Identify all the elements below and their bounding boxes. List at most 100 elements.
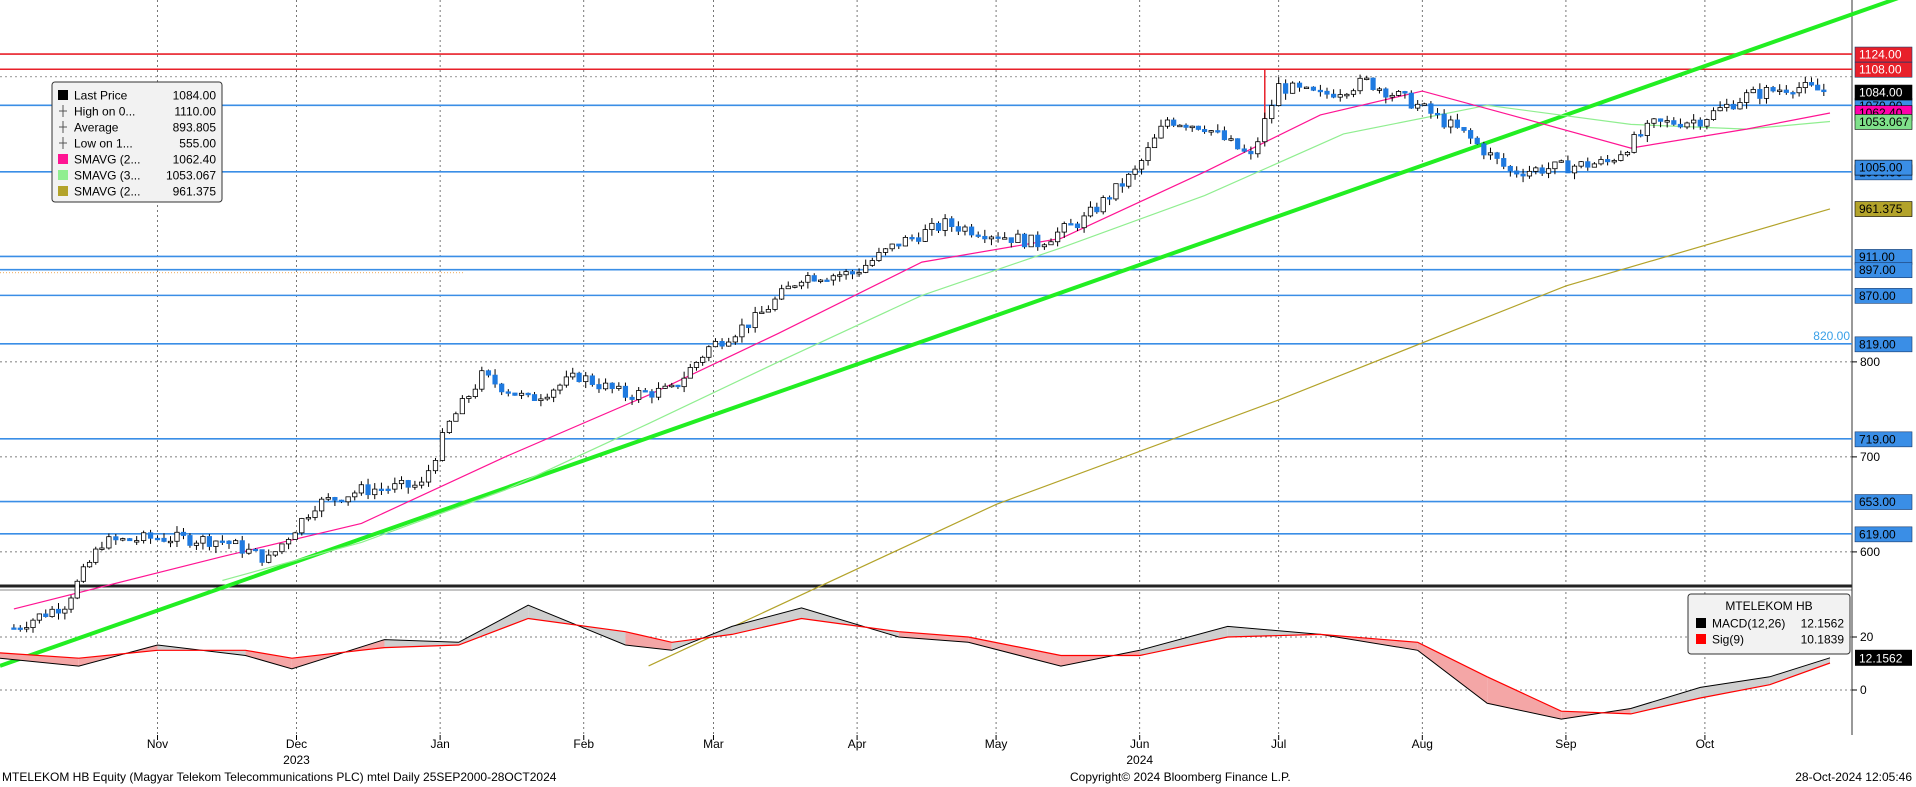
candle-body	[459, 398, 465, 415]
candle-body	[1106, 197, 1113, 200]
candle-body	[1310, 86, 1317, 91]
candle-body	[995, 236, 1001, 239]
value-tag-label: 1084.00	[1859, 86, 1903, 100]
candle-body	[916, 237, 922, 242]
sma-mid	[222, 104, 1831, 581]
candle-body	[551, 389, 557, 398]
x-tick-label: Jul	[1271, 737, 1286, 751]
candle-body	[193, 542, 200, 546]
candle-body	[219, 540, 225, 543]
legend-value: 1084.00	[173, 89, 217, 103]
candle-body	[259, 549, 265, 563]
candle-body	[739, 324, 745, 338]
value-tag-label: 653.00	[1859, 495, 1896, 509]
value-tag	[1854, 114, 1913, 130]
candle-body	[1821, 89, 1827, 93]
candle-body	[505, 391, 511, 394]
candle-body	[358, 484, 364, 494]
candle-body	[512, 392, 518, 396]
y-tick-label: 600	[1860, 545, 1880, 559]
value-tag	[1854, 526, 1913, 543]
candle-body	[292, 532, 298, 540]
candle-body	[1151, 137, 1158, 149]
candle-body	[1324, 90, 1330, 95]
candle-body	[1195, 125, 1201, 130]
candle-body	[1631, 134, 1637, 153]
candle-body	[596, 384, 602, 390]
candle-body	[655, 387, 662, 398]
candle-body	[869, 260, 875, 266]
candle-body	[1514, 170, 1520, 175]
value-tag-label: 911.00	[1859, 250, 1895, 264]
candle-body	[818, 279, 824, 282]
candle-body	[1638, 134, 1644, 137]
candle-body	[1501, 158, 1507, 167]
candle-body	[62, 608, 68, 614]
x-tick-label: May	[985, 737, 1008, 751]
value-tag-label: 1005.00	[1859, 161, 1903, 175]
candle-body	[1494, 152, 1500, 159]
candle-body	[233, 540, 239, 545]
candle-body	[779, 288, 785, 300]
candle-body	[1757, 89, 1763, 99]
candle-body	[675, 384, 681, 388]
value-tag	[1854, 288, 1913, 304]
candle-body	[392, 483, 398, 490]
candle-body	[1113, 183, 1119, 200]
candle-body	[1671, 120, 1677, 125]
candle-body	[557, 384, 563, 391]
candle-body	[649, 391, 655, 398]
candle-body	[1684, 122, 1690, 128]
x-tick-label: Jan	[430, 737, 449, 751]
candle-body	[405, 480, 411, 488]
candle-body	[525, 392, 531, 396]
candle-body	[1664, 120, 1670, 123]
macd-legend-swatch	[1696, 634, 1706, 644]
candle-body	[949, 218, 955, 228]
candle-body	[669, 384, 675, 388]
candle-body	[1228, 138, 1234, 141]
macd-value-tag	[1855, 649, 1912, 666]
candle-body	[1276, 83, 1282, 106]
legend-value: 555.00	[179, 137, 216, 151]
x-tick-label: Nov	[147, 737, 168, 751]
candle-body	[752, 312, 758, 329]
candle-body	[732, 336, 738, 343]
macd-legend-label: Sig(9)	[1712, 633, 1744, 647]
candle-body	[1558, 160, 1564, 163]
candle-body	[1074, 223, 1081, 229]
candle-body	[765, 309, 772, 313]
x-tick-label: Jun	[1130, 737, 1149, 751]
macd-legend-title: MTELEKOM HB	[1725, 599, 1812, 613]
candle-body	[365, 484, 371, 496]
candle-body	[856, 272, 862, 275]
x-tick-label: Apr	[848, 737, 867, 751]
candle-body	[1402, 91, 1408, 94]
candle-body	[1100, 197, 1106, 213]
candle-body	[1815, 84, 1821, 91]
macd-fill	[898, 631, 969, 643]
candle-body	[876, 252, 882, 261]
candle-body	[1428, 103, 1434, 114]
candle-body	[1317, 89, 1323, 93]
candle-body	[1248, 150, 1254, 155]
candle-body	[1008, 237, 1014, 243]
legend-value: 961.375	[173, 185, 217, 199]
candle-body	[418, 481, 425, 486]
candle-body	[830, 275, 836, 281]
candle-body	[687, 367, 693, 379]
candle-body	[446, 420, 452, 433]
candle-body	[798, 281, 805, 287]
candle-body	[174, 531, 180, 542]
candle-body	[1448, 119, 1454, 128]
candle-body	[1296, 82, 1303, 88]
value-tag-label: 1108.00	[1859, 63, 1902, 77]
candle-body	[226, 540, 232, 545]
candle-body	[1651, 118, 1657, 124]
candle-body	[385, 488, 391, 492]
candle-body	[319, 498, 325, 512]
candle-body	[1035, 234, 1041, 248]
candle-body	[113, 536, 119, 541]
legend-value: 893.805	[173, 121, 217, 135]
candle-body	[1262, 118, 1268, 143]
